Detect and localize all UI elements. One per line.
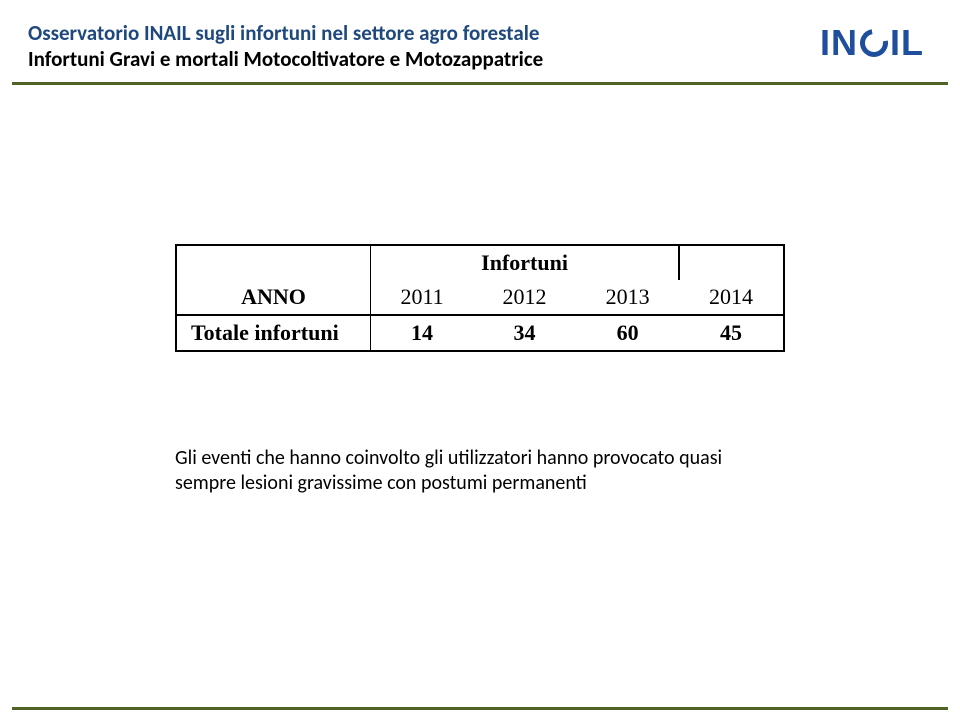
year-2011: 2011	[371, 280, 473, 315]
value-2012: 34	[473, 315, 576, 351]
slide: Osservatorio INAIL sugli infortuni nel s…	[0, 0, 960, 720]
value-2013: 60	[576, 315, 679, 351]
value-2011: 14	[371, 315, 473, 351]
logo-text: INIL	[820, 22, 924, 64]
top-divider	[12, 82, 948, 85]
inail-logo: INIL	[820, 22, 924, 64]
data-table-wrap: Infortuni ANNO 2011 2012 2013 2014 Total…	[175, 244, 785, 352]
table-header-anno: ANNO	[176, 280, 371, 315]
title-line-2: Infortuni Gravi e mortali Motocoltivator…	[28, 46, 932, 72]
data-table: Infortuni ANNO 2011 2012 2013 2014 Total…	[175, 244, 785, 352]
table-header-infortuni: Infortuni	[371, 245, 680, 280]
table-header-row-2: ANNO 2011 2012 2013 2014	[176, 280, 784, 315]
row-label: Totale infortuni	[176, 315, 371, 351]
bottom-divider	[12, 707, 948, 710]
slide-header: Osservatorio INAIL sugli infortuni nel s…	[28, 20, 932, 73]
year-2013: 2013	[576, 280, 679, 315]
value-2014: 45	[679, 315, 784, 351]
year-2012: 2012	[473, 280, 576, 315]
table-row: Totale infortuni 14 34 60 45	[176, 315, 784, 351]
body-paragraph: Gli eventi che hanno coinvolto gli utili…	[175, 446, 785, 496]
year-2014: 2014	[679, 280, 784, 315]
table-header-row-1: Infortuni	[176, 245, 784, 280]
title-line-1: Osservatorio INAIL sugli infortuni nel s…	[28, 20, 932, 46]
